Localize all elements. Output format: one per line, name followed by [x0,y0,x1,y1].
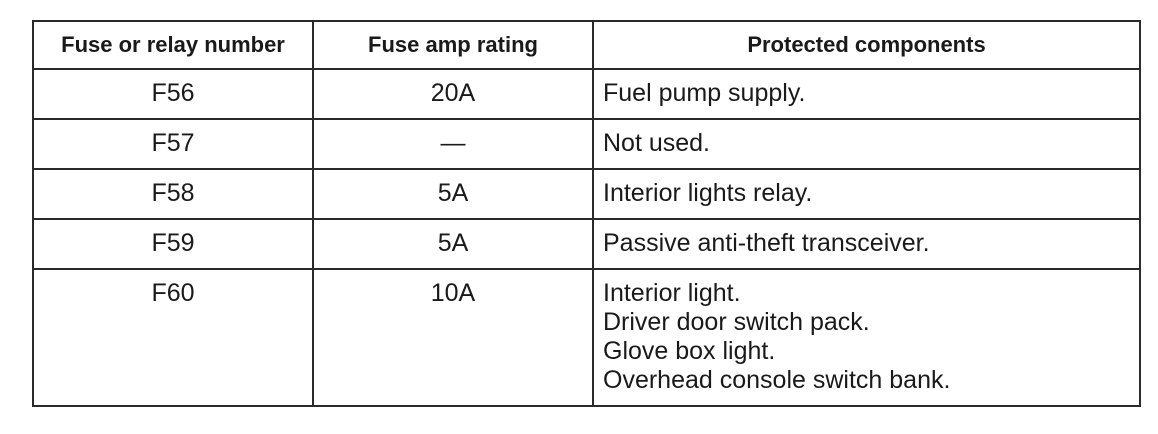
component-text: Fuel pump supply. [603,79,806,107]
table-row: F58 5A Interior lights relay. [32,168,1141,220]
header-row: Fuse or relay number Fuse amp rating Pro… [32,20,1141,70]
amp-rating-cell: 5A [312,168,594,220]
table-row: F56 20A Fuel pump supply. [32,68,1141,120]
fuse-number-cell: F58 [32,168,314,220]
amp-rating-cell: 20A [312,68,594,120]
amp-rating-cell: — [312,118,594,170]
component-text: Glove box light. [603,337,776,365]
component-text: Overhead console switch bank. [603,366,951,394]
amp-rating-cell: 5A [312,218,594,270]
fuse-number-cell: F56 [32,68,314,120]
table-row: F59 5A Passive anti-theft transceiver. [32,218,1141,270]
component-text: Driver door switch pack. [603,308,870,336]
component-text: Interior light. [603,279,741,307]
fuse-table: Fuse or relay number Fuse amp rating Pro… [32,20,1141,407]
component-text: Interior lights relay. [603,179,813,207]
component-text: Passive anti-theft transceiver. [603,229,930,257]
header-fuse-number: Fuse or relay number [32,20,314,70]
header-amp-rating: Fuse amp rating [312,20,594,70]
fuse-number-cell: F57 [32,118,314,170]
components-cell: Interior lights relay. [592,168,1141,220]
components-cell: Fuel pump supply. [592,68,1141,120]
table-row: F60 10A Interior light. Driver door swit… [32,268,1141,407]
components-cell: Not used. [592,118,1141,170]
table-row: F57 — Not used. [32,118,1141,170]
amp-rating-cell: 10A [312,268,594,407]
components-cell: Interior light. Driver door switch pack.… [592,268,1141,407]
fuse-number-cell: F59 [32,218,314,270]
component-text: Not used. [603,129,711,157]
components-cell: Passive anti-theft transceiver. [592,218,1141,270]
header-protected-components: Protected components [592,20,1141,70]
fuse-number-cell: F60 [32,268,314,407]
